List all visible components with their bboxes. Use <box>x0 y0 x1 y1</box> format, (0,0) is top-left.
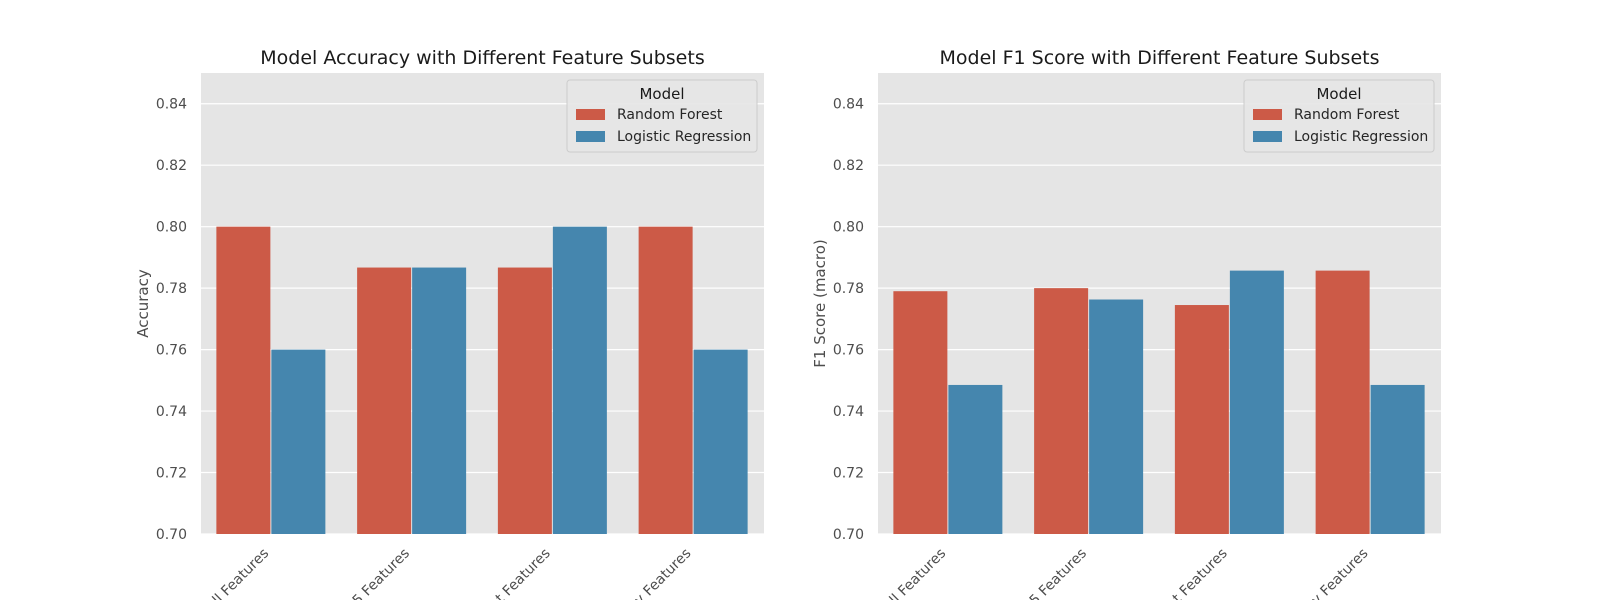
legend-box <box>1243 79 1435 153</box>
x-tick-label: t Features <box>493 546 554 600</box>
x-tick-label: ll Features <box>210 546 273 600</box>
legend-entry: Logistic Regression <box>617 129 751 145</box>
bar-logistic-regression <box>948 384 1003 534</box>
legend-entry: Random Forest <box>1294 107 1400 123</box>
y-tick-label: 0.78 <box>156 281 187 297</box>
legend-box <box>566 79 758 153</box>
bar-logistic-regression <box>1370 384 1425 534</box>
bar-random-forest <box>1034 288 1089 534</box>
chart-title: Model Accuracy with Different Feature Su… <box>260 47 704 69</box>
y-tick-label: 0.72 <box>833 466 864 482</box>
x-tick-label: t Features <box>1170 546 1231 600</box>
y-tick-label: 0.80 <box>833 220 864 236</box>
x-tick-label: y Features <box>632 546 695 600</box>
y-tick-label: 0.82 <box>833 158 864 174</box>
legend-entry: Logistic Regression <box>1294 129 1428 145</box>
legend-title: Model <box>1316 85 1361 103</box>
bar-logistic-regression <box>1089 299 1144 534</box>
legend-swatch <box>1253 109 1282 120</box>
chart-panel-2: 0.70 0.72 0.74 0.76 0.78 0.80 0.82 0.84 ll Featu… <box>811 47 1441 600</box>
y-axis-label: F1 Score (macro) <box>811 239 829 368</box>
y-tick-label: 0.70 <box>833 527 864 543</box>
bar-random-forest <box>497 267 552 534</box>
y-tick-label: 0.72 <box>156 466 187 482</box>
y-tick-label: 0.74 <box>833 404 864 420</box>
chart-title: Model F1 Score with Different Feature Su… <box>940 47 1380 69</box>
bar-random-forest <box>357 267 412 534</box>
y-tick-label: 0.80 <box>156 220 187 236</box>
bar-logistic-regression <box>412 267 467 534</box>
legend-swatch <box>576 109 605 120</box>
bar-random-forest <box>216 226 271 534</box>
y-tick-label: 0.76 <box>833 343 864 359</box>
y-tick-label: 0.70 <box>156 527 187 543</box>
legend: Model Random Forest Logistic Regression <box>1243 79 1435 153</box>
bar-random-forest <box>893 291 948 534</box>
bar-logistic-regression <box>1229 270 1284 534</box>
y-tick-label: 0.74 <box>156 404 187 420</box>
y-tick-label: 0.84 <box>833 97 864 113</box>
chart-panel-1: 0.70 0.72 0.74 0.76 0.78 0.80 0.82 0.84 ll Featu… <box>134 47 764 600</box>
y-axis-label: Accuracy <box>134 269 152 338</box>
bar-logistic-regression <box>693 349 748 534</box>
bar-random-forest <box>638 226 693 534</box>
y-tick-label: 0.82 <box>156 158 187 174</box>
y-tick-label: 0.76 <box>156 343 187 359</box>
x-tick-label: 5 Features <box>1027 546 1090 600</box>
legend-title: Model <box>639 85 684 103</box>
legend-swatch <box>1253 131 1282 142</box>
x-tick-label: y Features <box>1309 546 1372 600</box>
x-tick-label: 5 Features <box>350 546 413 600</box>
y-tick-label: 0.84 <box>156 97 187 113</box>
legend-swatch <box>576 131 605 142</box>
bar-random-forest <box>1315 270 1370 534</box>
legend-entry: Random Forest <box>617 107 723 123</box>
x-tick-label: ll Features <box>887 546 950 600</box>
bar-logistic-regression <box>271 349 326 534</box>
bar-random-forest <box>1174 305 1229 534</box>
y-tick-label: 0.78 <box>833 281 864 297</box>
bar-logistic-regression <box>552 226 607 534</box>
legend: Model Random Forest Logistic Regression <box>566 79 758 153</box>
